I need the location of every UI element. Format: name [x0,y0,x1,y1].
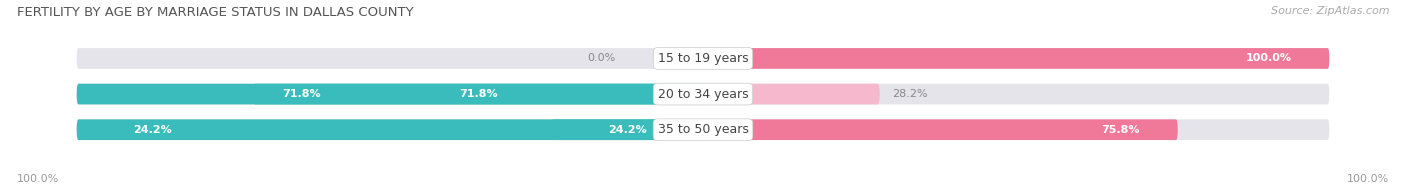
FancyBboxPatch shape [77,119,703,140]
Text: 28.2%: 28.2% [893,89,928,99]
Text: 100.0%: 100.0% [17,174,59,184]
Text: 24.2%: 24.2% [607,125,647,135]
Text: 71.8%: 71.8% [283,89,321,99]
Text: Source: ZipAtlas.com: Source: ZipAtlas.com [1271,6,1389,16]
Text: 75.8%: 75.8% [1102,125,1140,135]
Text: 15 to 19 years: 15 to 19 years [658,52,748,65]
Text: 0.0%: 0.0% [588,54,616,64]
Text: 20 to 34 years: 20 to 34 years [658,88,748,101]
FancyBboxPatch shape [253,84,703,104]
Text: 100.0%: 100.0% [1347,174,1389,184]
FancyBboxPatch shape [77,84,703,104]
Text: 71.8%: 71.8% [458,89,498,99]
FancyBboxPatch shape [703,84,880,104]
FancyBboxPatch shape [77,119,1329,140]
FancyBboxPatch shape [703,119,1178,140]
Text: FERTILITY BY AGE BY MARRIAGE STATUS IN DALLAS COUNTY: FERTILITY BY AGE BY MARRIAGE STATUS IN D… [17,6,413,19]
FancyBboxPatch shape [77,84,1329,104]
FancyBboxPatch shape [703,48,1329,69]
FancyBboxPatch shape [551,119,703,140]
Text: 35 to 50 years: 35 to 50 years [658,123,748,136]
Text: 100.0%: 100.0% [1246,54,1292,64]
Text: 24.2%: 24.2% [134,125,172,135]
FancyBboxPatch shape [77,48,1329,69]
